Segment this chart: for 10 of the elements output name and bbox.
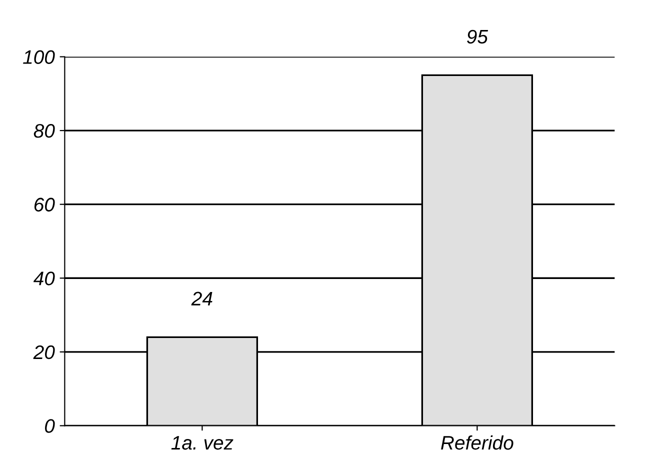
data-label: 24 xyxy=(191,292,212,306)
y-tick-label: 40 xyxy=(33,272,55,286)
y-tick-label: 0 xyxy=(45,419,55,433)
y-tick-label: 80 xyxy=(34,124,55,138)
x-tick-label: 1a. vez xyxy=(171,436,234,450)
y-tick-label: 60 xyxy=(34,198,55,212)
x-tick-label: Referido xyxy=(441,435,514,450)
y-tick-label: 100 xyxy=(23,50,55,64)
y-tick-label: 20 xyxy=(33,345,55,360)
data-label: 95 xyxy=(467,30,488,44)
